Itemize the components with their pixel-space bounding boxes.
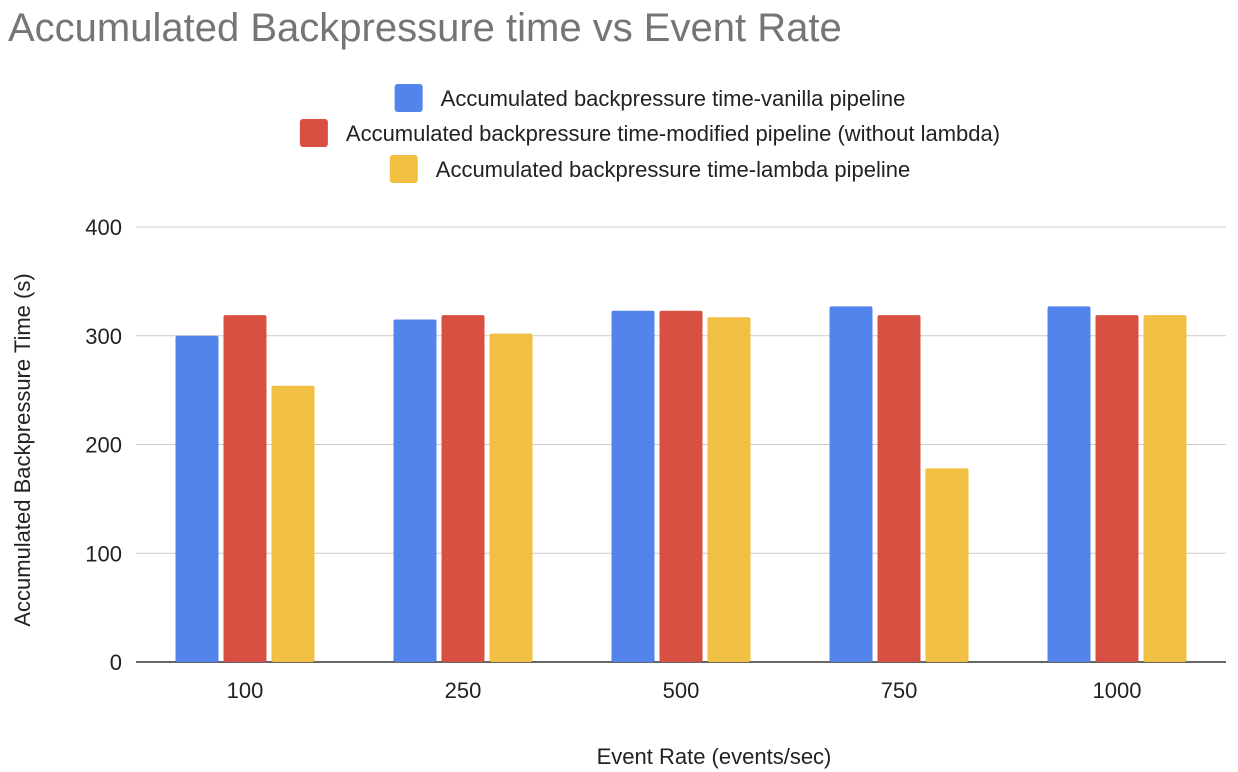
bar[interactable] <box>925 468 969 662</box>
legend: Accumulated backpressure time-vanilla pi… <box>299 84 1000 183</box>
x-tick-label: 1000 <box>1093 678 1142 703</box>
bar[interactable] <box>659 310 703 662</box>
legend-item[interactable]: Accumulated backpressure time-modified p… <box>299 119 1000 147</box>
legend-swatch <box>389 155 418 183</box>
legend-item[interactable]: Accumulated backpressure time-vanilla pi… <box>394 84 906 112</box>
x-tick-label: 750 <box>881 678 918 703</box>
y-tick-label: 0 <box>110 650 122 675</box>
y-tick-label: 400 <box>85 215 122 240</box>
x-tick-label: 100 <box>227 678 264 703</box>
bar[interactable] <box>1143 315 1187 662</box>
y-axis-title: Accumulated Backpressure Time (s) <box>10 273 35 626</box>
legend-label: Accumulated backpressure time-vanilla pi… <box>441 86 906 111</box>
legend-label: Accumulated backpressure time-modified p… <box>346 121 1000 146</box>
bar[interactable] <box>829 306 873 662</box>
y-axis-ticks: 0 100 200 300 400 <box>85 215 122 675</box>
bars <box>175 306 1187 662</box>
x-tick-label: 500 <box>663 678 700 703</box>
y-tick-label: 200 <box>85 433 122 458</box>
legend-label: Accumulated backpressure time-lambda pip… <box>436 157 910 182</box>
y-tick-label: 100 <box>85 541 122 566</box>
chart-title: Accumulated Backpressure time vs Event R… <box>8 6 842 50</box>
bar[interactable] <box>877 315 921 662</box>
x-tick-label: 250 <box>445 678 482 703</box>
y-tick-label: 300 <box>85 324 122 349</box>
bar[interactable] <box>707 317 751 662</box>
bar[interactable] <box>1095 315 1139 662</box>
bar[interactable] <box>223 315 267 662</box>
legend-swatch <box>299 119 328 147</box>
legend-item[interactable]: Accumulated backpressure time-lambda pip… <box>389 155 910 183</box>
bar[interactable] <box>175 335 219 662</box>
x-axis-title: Event Rate (events/sec) <box>597 744 832 769</box>
legend-swatch <box>394 84 423 112</box>
bar[interactable] <box>489 333 533 662</box>
bar[interactable] <box>271 385 315 662</box>
bar[interactable] <box>441 315 485 662</box>
x-axis-ticks: 100 250 500 750 1000 <box>227 678 1142 703</box>
bar[interactable] <box>611 310 655 662</box>
bar[interactable] <box>393 319 437 662</box>
bar[interactable] <box>1047 306 1091 662</box>
